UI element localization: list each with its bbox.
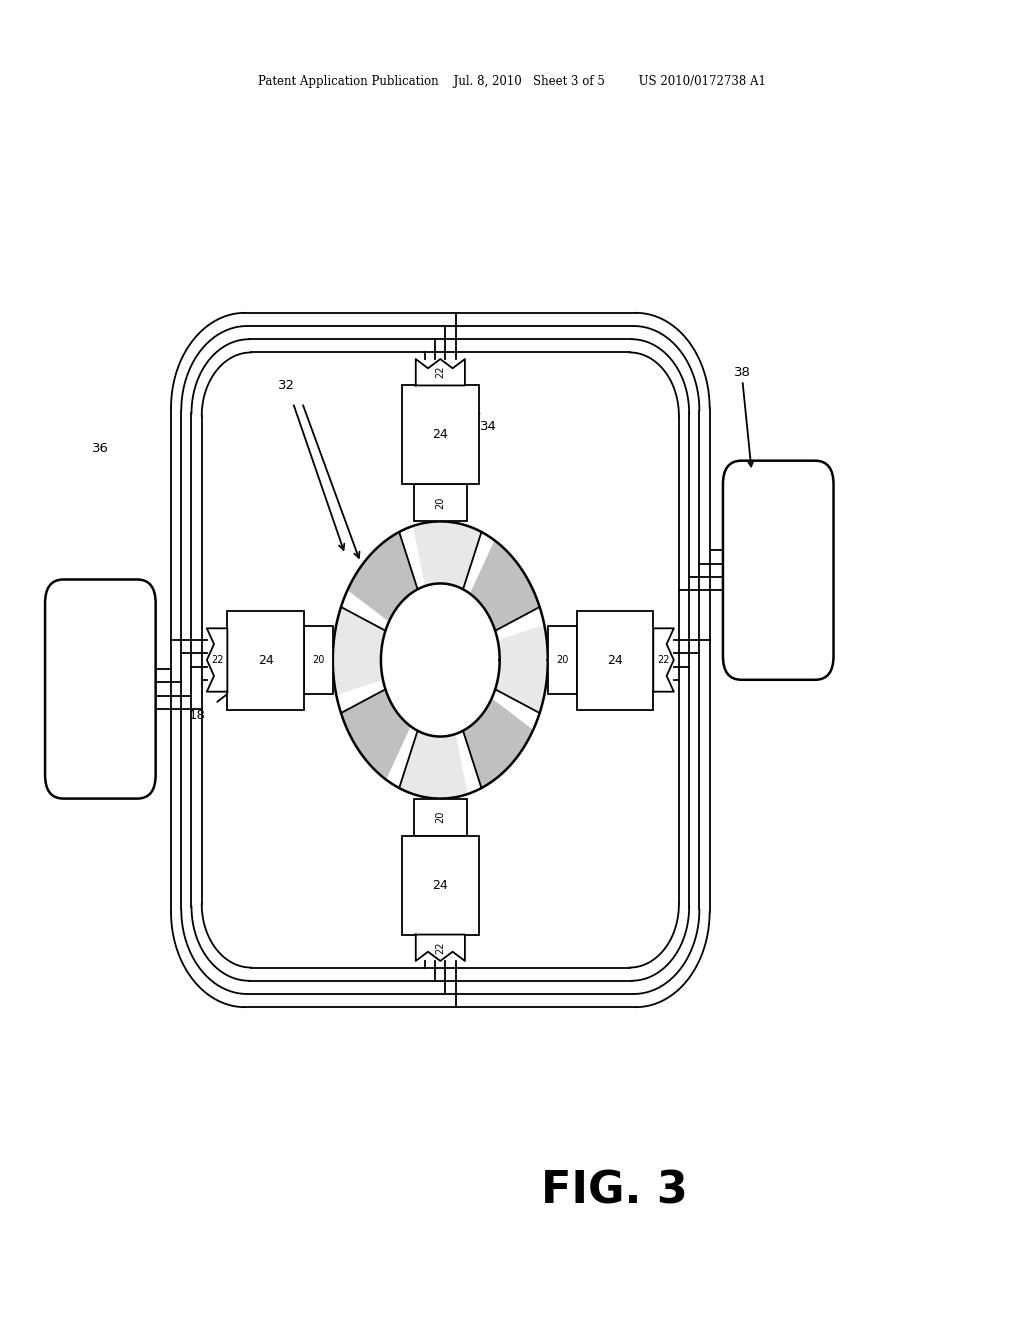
Polygon shape (414, 521, 481, 589)
Text: 38: 38 (734, 366, 751, 379)
Text: 32: 32 (279, 379, 295, 392)
Polygon shape (416, 935, 465, 961)
Text: 20: 20 (556, 655, 568, 665)
Text: FIG. 3: FIG. 3 (541, 1170, 688, 1212)
Text: 24: 24 (258, 653, 273, 667)
Bar (401, 836, 479, 935)
Text: Patent Application Publication    Jul. 8, 2010   Sheet 3 of 5         US 2010/01: Patent Application Publication Jul. 8, 2… (258, 75, 766, 88)
Text: 22: 22 (435, 941, 445, 954)
Polygon shape (653, 628, 674, 692)
Polygon shape (471, 541, 540, 631)
Polygon shape (333, 607, 385, 694)
Text: 18: 18 (188, 709, 205, 722)
Bar (304, 626, 333, 694)
Polygon shape (341, 689, 410, 779)
FancyBboxPatch shape (723, 461, 834, 680)
Bar (414, 799, 467, 836)
Text: 20: 20 (312, 655, 325, 665)
Text: 20: 20 (435, 810, 445, 824)
Text: 22: 22 (435, 366, 445, 379)
Text: 22: 22 (211, 655, 223, 665)
Polygon shape (207, 628, 227, 692)
Polygon shape (399, 731, 467, 799)
FancyBboxPatch shape (45, 579, 156, 799)
Polygon shape (463, 700, 532, 788)
Bar (548, 626, 577, 694)
Text: 20: 20 (435, 496, 445, 510)
Polygon shape (348, 532, 418, 620)
Text: 24: 24 (607, 653, 623, 667)
Polygon shape (416, 359, 465, 385)
Text: 24: 24 (432, 879, 449, 891)
Polygon shape (496, 626, 548, 713)
Text: 12: 12 (446, 396, 463, 409)
Text: 34: 34 (480, 420, 497, 433)
Polygon shape (381, 583, 500, 737)
Bar (227, 610, 304, 710)
Bar (401, 385, 479, 484)
Bar (577, 610, 653, 710)
Text: 24: 24 (432, 429, 449, 441)
Bar (414, 484, 467, 521)
Text: 36: 36 (92, 442, 109, 455)
Text: 22: 22 (657, 655, 670, 665)
